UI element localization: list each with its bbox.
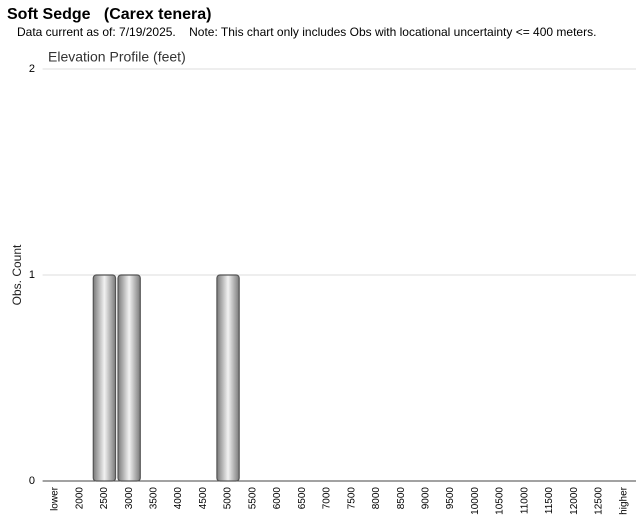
bar bbox=[117, 274, 141, 482]
x-tick-label: higher bbox=[618, 486, 629, 514]
x-tick-label: 4000 bbox=[173, 487, 184, 510]
x-tick-label: 7500 bbox=[346, 487, 357, 510]
x-tick-label: 10000 bbox=[470, 487, 481, 515]
x-tick-label: 4500 bbox=[198, 487, 209, 510]
y-tick-label: 2 bbox=[29, 63, 35, 75]
x-tick-label: 9500 bbox=[445, 487, 456, 510]
x-tick-label: 10500 bbox=[495, 487, 506, 515]
x-tick-label: 6000 bbox=[272, 487, 283, 510]
x-tick-label: lower bbox=[50, 486, 61, 511]
x-tick-label: 2000 bbox=[74, 487, 85, 510]
x-tick-label: 12000 bbox=[569, 487, 580, 515]
x-tick-label: 8500 bbox=[396, 487, 407, 510]
chart-title: Elevation Profile (feet) bbox=[48, 49, 186, 65]
x-tick-label: 12500 bbox=[594, 487, 605, 515]
y-tick-label: 0 bbox=[29, 475, 35, 487]
bar bbox=[92, 274, 117, 482]
x-tick-label: 3500 bbox=[149, 487, 160, 510]
x-tick-label: 5500 bbox=[247, 487, 258, 510]
subtitle: Data current as of: 7/19/2025. Note: Thi… bbox=[17, 25, 596, 39]
y-tick-label: 1 bbox=[29, 269, 35, 281]
x-tick-label: 6500 bbox=[297, 487, 308, 510]
x-tick-label: 8000 bbox=[371, 487, 382, 510]
x-tick-label: 2500 bbox=[99, 487, 110, 510]
x-tick-label: 3000 bbox=[124, 487, 135, 510]
x-tick-label: 7000 bbox=[322, 487, 333, 510]
bar bbox=[216, 274, 240, 482]
x-tick-label: 11500 bbox=[544, 487, 555, 515]
y-axis-label: Obs. Count bbox=[10, 244, 24, 305]
x-tick-label: 11000 bbox=[519, 487, 530, 515]
page-title: Soft Sedge (Carex tenera) bbox=[7, 6, 212, 23]
x-tick-label: 9000 bbox=[420, 487, 431, 510]
x-tick-label: 5000 bbox=[223, 487, 234, 510]
